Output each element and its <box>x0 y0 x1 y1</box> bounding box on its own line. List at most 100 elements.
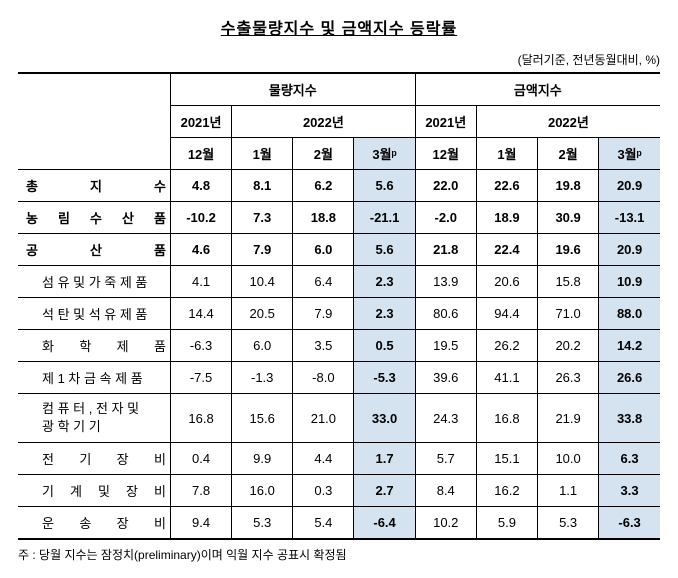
row-label: 화학제품 <box>18 330 170 362</box>
data-cell: -21.1 <box>354 202 415 234</box>
data-cell: 21.9 <box>538 394 599 443</box>
data-cell: 10.0 <box>538 443 599 475</box>
table-row: 기계및장비7.816.00.32.78.416.21.13.3 <box>18 475 660 507</box>
data-cell: 4.4 <box>293 443 354 475</box>
unit-note: (달러기준, 전년동월대비, %) <box>18 51 660 68</box>
data-cell: 26.6 <box>599 362 660 394</box>
data-cell: 4.1 <box>170 266 231 298</box>
data-cell: 16.2 <box>476 475 537 507</box>
data-cell: 14.4 <box>170 298 231 330</box>
header-blank <box>18 73 170 170</box>
data-cell: 33.8 <box>599 394 660 443</box>
table-row: 섬 유 및 가 죽 제 품4.110.46.42.313.920.615.810… <box>18 266 660 298</box>
data-cell: 18.8 <box>293 202 354 234</box>
table-row: 제 1 차 금 속 제 품-7.5-1.3-8.0-5.339.641.126.… <box>18 362 660 394</box>
data-cell: 20.9 <box>599 170 660 202</box>
data-cell: 21.0 <box>293 394 354 443</box>
table-row: 석 탄 및 석 유 제 품14.420.57.92.380.694.471.08… <box>18 298 660 330</box>
header-amount: 금액지수 <box>415 73 660 106</box>
table-row: 컴 퓨 터 , 전 자 및광 학 기 기16.815.621.033.024.3… <box>18 394 660 443</box>
data-cell: 6.0 <box>293 234 354 266</box>
table-row: 농림수산품-10.27.318.8-21.1-2.018.930.9-13.1 <box>18 202 660 234</box>
data-cell: 10.2 <box>415 507 476 540</box>
data-cell: 10.4 <box>232 266 293 298</box>
data-cell: 21.8 <box>415 234 476 266</box>
data-cell: 20.5 <box>232 298 293 330</box>
page-title: 수출물량지수 및 금액지수 등락률 <box>18 15 660 39</box>
data-cell: 6.3 <box>599 443 660 475</box>
data-cell: 16.8 <box>476 394 537 443</box>
data-cell: 1.1 <box>538 475 599 507</box>
header-amt-2021: 2021년 <box>415 106 476 138</box>
row-label: 농림수산품 <box>18 202 170 234</box>
table-row: 총지수4.88.16.25.622.022.619.820.9 <box>18 170 660 202</box>
data-cell: -6.4 <box>354 507 415 540</box>
header-month: 12월 <box>170 138 231 170</box>
data-cell: 4.8 <box>170 170 231 202</box>
header-volume: 물량지수 <box>170 73 415 106</box>
data-cell: 3.3 <box>599 475 660 507</box>
data-cell: 7.9 <box>293 298 354 330</box>
footnote: 주 : 당월 지수는 잠정치(preliminary)이며 익월 지수 공표시 … <box>18 546 660 563</box>
header-vol-2022: 2022년 <box>232 106 416 138</box>
header-month: 2월 <box>293 138 354 170</box>
data-cell: 26.2 <box>476 330 537 362</box>
data-cell: 26.3 <box>538 362 599 394</box>
data-cell: 7.3 <box>232 202 293 234</box>
data-cell: 22.6 <box>476 170 537 202</box>
data-cell: 20.6 <box>476 266 537 298</box>
data-cell: 15.6 <box>232 394 293 443</box>
data-cell: 5.6 <box>354 170 415 202</box>
data-cell: 3.5 <box>293 330 354 362</box>
data-cell: -13.1 <box>599 202 660 234</box>
row-label: 총지수 <box>18 170 170 202</box>
row-label: 전기장비 <box>18 443 170 475</box>
row-label: 석 탄 및 석 유 제 품 <box>18 298 170 330</box>
data-cell: 5.4 <box>293 507 354 540</box>
data-cell: 13.9 <box>415 266 476 298</box>
row-label: 공산품 <box>18 234 170 266</box>
data-cell: 5.3 <box>538 507 599 540</box>
data-cell: 30.9 <box>538 202 599 234</box>
data-cell: 6.0 <box>232 330 293 362</box>
data-cell: 5.6 <box>354 234 415 266</box>
data-cell: 80.6 <box>415 298 476 330</box>
data-cell: 8.1 <box>232 170 293 202</box>
data-cell: -6.3 <box>599 507 660 540</box>
data-cell: 2.7 <box>354 475 415 507</box>
data-cell: 9.4 <box>170 507 231 540</box>
data-cell: 7.9 <box>232 234 293 266</box>
data-cell: 39.6 <box>415 362 476 394</box>
data-cell: 9.9 <box>232 443 293 475</box>
row-label: 제 1 차 금 속 제 품 <box>18 362 170 394</box>
data-cell: -2.0 <box>415 202 476 234</box>
data-cell: 10.9 <box>599 266 660 298</box>
header-month: 1월 <box>476 138 537 170</box>
data-cell: 6.2 <box>293 170 354 202</box>
header-month: 12월 <box>415 138 476 170</box>
data-cell: 88.0 <box>599 298 660 330</box>
data-cell: 1.7 <box>354 443 415 475</box>
data-cell: 8.4 <box>415 475 476 507</box>
row-label: 섬 유 및 가 죽 제 품 <box>18 266 170 298</box>
data-cell: -6.3 <box>170 330 231 362</box>
table-row: 전기장비0.49.94.41.75.715.110.06.3 <box>18 443 660 475</box>
data-cell: 0.5 <box>354 330 415 362</box>
header-amt-2022: 2022년 <box>476 106 660 138</box>
data-cell: -7.5 <box>170 362 231 394</box>
data-cell: 5.9 <box>476 507 537 540</box>
data-cell: -5.3 <box>354 362 415 394</box>
data-cell: 19.6 <box>538 234 599 266</box>
table-row: 공산품4.67.96.05.621.822.419.620.9 <box>18 234 660 266</box>
data-cell: 33.0 <box>354 394 415 443</box>
data-cell: 0.3 <box>293 475 354 507</box>
data-cell: 15.8 <box>538 266 599 298</box>
header-month: 2월 <box>538 138 599 170</box>
data-cell: 71.0 <box>538 298 599 330</box>
data-cell: 19.5 <box>415 330 476 362</box>
data-cell: 94.4 <box>476 298 537 330</box>
data-cell: 0.4 <box>170 443 231 475</box>
data-cell: 2.3 <box>354 266 415 298</box>
data-cell: -8.0 <box>293 362 354 394</box>
data-cell: 18.9 <box>476 202 537 234</box>
